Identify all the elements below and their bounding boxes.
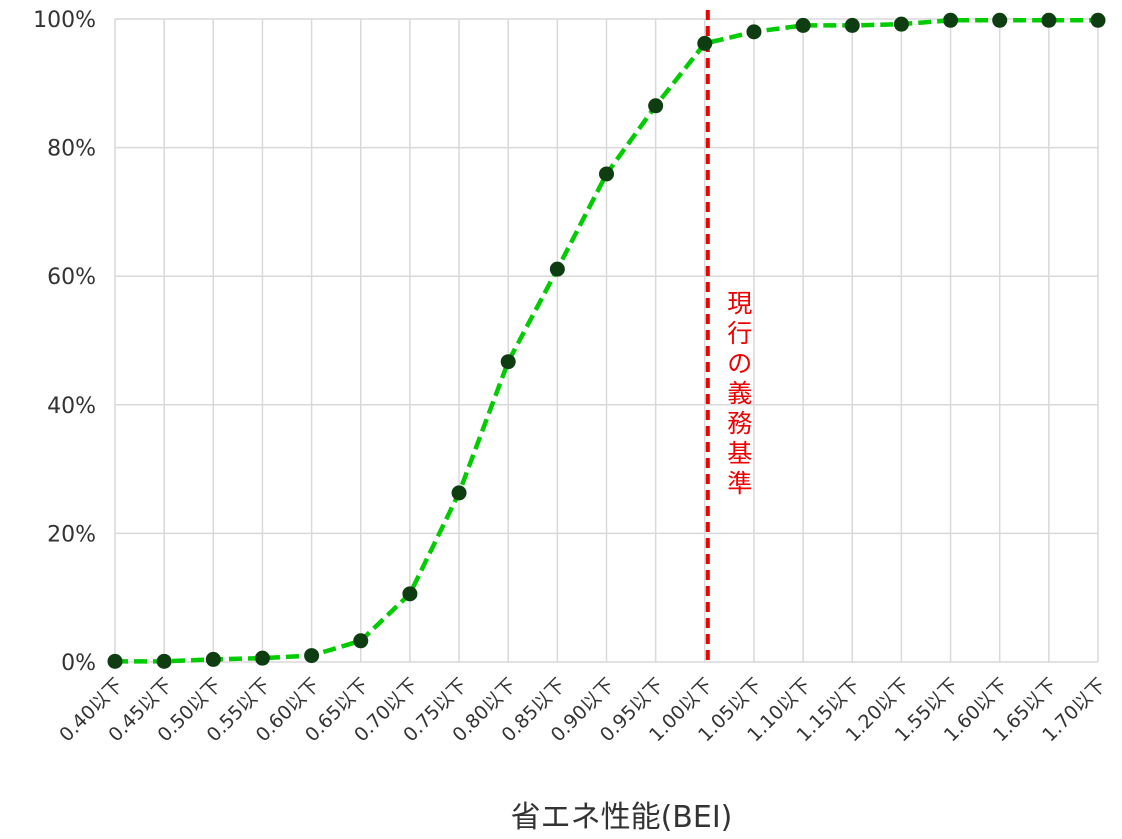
data-point <box>844 17 860 33</box>
data-point <box>254 650 270 666</box>
data-point <box>107 653 123 669</box>
y-tick-label: 80% <box>47 137 96 162</box>
annotation-glyph: 義 <box>727 379 752 408</box>
data-point <box>353 633 369 649</box>
annotation-glyph: 行 <box>727 319 752 348</box>
data-point <box>795 17 811 33</box>
data-point <box>304 648 320 664</box>
data-point <box>451 485 467 501</box>
data-point <box>746 24 762 40</box>
data-point <box>500 354 516 370</box>
y-tick-label: 60% <box>47 265 96 290</box>
data-point <box>648 98 664 114</box>
y-axis: 0% 20% 40% 60% 80% 100% <box>33 8 96 676</box>
y-tick-label: 40% <box>47 394 96 419</box>
y-tick-label: 0% <box>61 651 96 676</box>
annotation-glyph: 現 <box>727 289 752 318</box>
data-point <box>943 12 959 28</box>
annotation-glyph: 準 <box>727 469 752 498</box>
data-point <box>992 12 1008 28</box>
data-point <box>697 35 713 51</box>
data-point <box>599 166 614 182</box>
data-point <box>549 261 565 277</box>
data-point <box>1090 12 1106 28</box>
y-tick-label: 100% <box>33 8 96 33</box>
series <box>107 12 1106 669</box>
annotation-glyph: 務 <box>727 409 752 438</box>
data-point <box>156 653 172 669</box>
grid <box>114 18 1099 663</box>
x-axis-title: 省エネ性能(BEI) <box>511 800 733 835</box>
y-tick-label: 20% <box>47 522 96 547</box>
annotation-glyph: の <box>727 349 752 378</box>
x-axis: 0.40以下0.45以下0.50以下0.55以下0.60以下0.65以下0.70… <box>55 674 1110 746</box>
data-point <box>402 586 418 602</box>
data-point <box>1041 12 1057 28</box>
data-point <box>205 651 221 667</box>
annotation-glyph: 基 <box>727 439 752 468</box>
data-point <box>893 16 909 32</box>
